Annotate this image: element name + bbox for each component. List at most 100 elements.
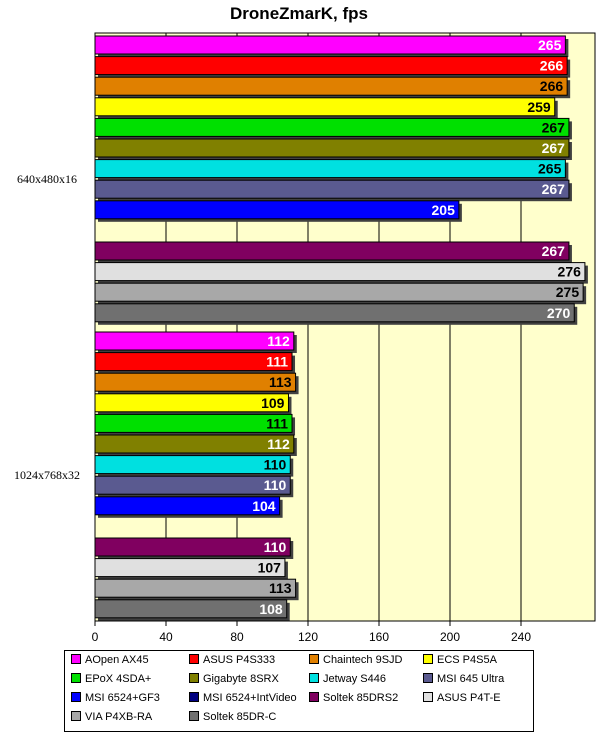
legend-item: ASUS P4S333: [189, 654, 275, 666]
legend-swatch: [71, 654, 81, 664]
bar: [94, 372, 297, 392]
bar: [94, 262, 586, 282]
bar: [94, 496, 281, 516]
bar: [94, 331, 295, 351]
data-label: 205: [432, 202, 456, 218]
legend-swatch: [423, 673, 433, 683]
legend-swatch: [423, 692, 433, 702]
legend-swatch: [309, 692, 319, 702]
legend-swatch: [71, 711, 81, 721]
bar: [94, 558, 286, 578]
data-label: 265: [538, 161, 562, 177]
data-label: 111: [266, 354, 288, 370]
bar: [94, 599, 288, 619]
x-tick-label: 240: [511, 630, 531, 644]
category-label: 640x480x16: [17, 172, 77, 186]
data-label: 113: [269, 580, 292, 596]
legend-label: MSI 6524+GF3: [85, 692, 160, 704]
data-label: 110: [264, 477, 287, 493]
legend-item: MSI 6524+IntVideo: [189, 692, 297, 704]
data-label: 107: [258, 560, 282, 576]
legend-label: EPoX 4SDA+: [85, 673, 152, 685]
bar: [94, 97, 556, 117]
data-label: 267: [542, 140, 566, 156]
data-label: 270: [547, 305, 571, 321]
bar: [94, 35, 566, 55]
x-tick-label: 120: [298, 630, 318, 644]
bar: [94, 413, 293, 433]
legend-label: Chaintech 9SJD: [323, 654, 403, 666]
data-label: 276: [558, 264, 582, 280]
bar: [94, 138, 570, 158]
category-label: 1024x768x32: [14, 468, 80, 482]
legend-item: Soltek 85DR-C: [189, 711, 276, 723]
data-label: 111: [266, 415, 288, 431]
legend-item: Jetway S446: [309, 673, 386, 685]
data-label: 267: [542, 119, 566, 135]
data-label: 266: [540, 78, 564, 94]
data-label: 108: [259, 601, 283, 617]
data-label: 266: [540, 58, 564, 74]
bar: [94, 179, 570, 199]
data-label: 267: [542, 181, 566, 197]
x-tick-label: 200: [440, 630, 460, 644]
bars: 265 266 266 259 267 267 265 267 205 267 276 275 270 1…: [94, 35, 588, 621]
legend-label: Soltek 85DR-C: [203, 711, 277, 723]
bar: [94, 578, 297, 598]
bar: [94, 159, 566, 179]
bar: [94, 537, 291, 557]
data-label: 109: [261, 395, 285, 411]
legend-label: Soltek 85DRS2: [323, 692, 399, 704]
x-tick-label: 80: [230, 630, 244, 644]
legend-swatch: [189, 692, 199, 702]
legend-swatch: [309, 673, 319, 683]
bar: [94, 117, 570, 137]
legend-swatch: [423, 654, 433, 664]
x-axis: 0 40 80 120 160 200 240: [92, 620, 595, 644]
chart-title: DroneZmarK, fps: [230, 4, 368, 23]
legend-swatch: [189, 654, 199, 664]
legend: AOpen AX45 ASUS P4S333 Chaintech 9SJD ECS P…: [64, 650, 534, 732]
legend-swatch: [71, 692, 81, 702]
legend-item: AOpen AX45: [71, 654, 149, 666]
bar: [94, 352, 293, 372]
legend-swatch: [71, 673, 81, 683]
bar: [94, 475, 291, 495]
bar: [94, 434, 295, 454]
category-labels: 640x480x16 1024x768x32: [14, 172, 80, 482]
data-label: 265: [538, 37, 562, 53]
legend-swatch: [189, 711, 199, 721]
data-label: 110: [264, 539, 287, 555]
data-label: 113: [269, 374, 292, 390]
legend-item: Gigabyte 8SRX: [189, 673, 279, 685]
legend-swatch: [309, 654, 319, 664]
legend-item: EPoX 4SDA+: [71, 673, 151, 685]
legend-label: Gigabyte 8SRX: [203, 673, 279, 685]
legend-label: MSI 6524+IntVideo: [203, 692, 297, 704]
x-tick-label: 0: [92, 630, 99, 644]
legend-label: ASUS P4T-E: [437, 692, 501, 704]
data-label: 112: [267, 436, 290, 452]
legend-item: ECS P4S5A: [423, 654, 497, 666]
legend-item: Chaintech 9SJD: [309, 654, 403, 666]
legend-label: AOpen AX45: [85, 654, 149, 666]
x-tick-label: 40: [159, 630, 173, 644]
bar: [94, 393, 289, 413]
bar: [94, 455, 291, 475]
bar: [94, 200, 460, 220]
legend-label: ASUS P4S333: [203, 654, 276, 666]
bar: [94, 76, 568, 96]
legend-item: VIA P4XB-RA: [71, 711, 152, 723]
data-label: 259: [527, 99, 551, 115]
data-label: 267: [542, 243, 566, 259]
bar: [94, 56, 568, 76]
legend-item: MSI 645 Ultra: [423, 673, 504, 685]
legend-label: Jetway S446: [323, 673, 386, 685]
legend-item: MSI 6524+GF3: [71, 692, 160, 704]
bar-chart: 265 266 266 259 267 267 265 267 205 267 276 275 270 1…: [14, 32, 596, 644]
data-label: 104: [252, 498, 276, 514]
bar: [94, 282, 584, 302]
bar: [94, 303, 575, 323]
data-label: 112: [267, 333, 290, 349]
legend-item: Soltek 85DRS2: [309, 692, 398, 704]
